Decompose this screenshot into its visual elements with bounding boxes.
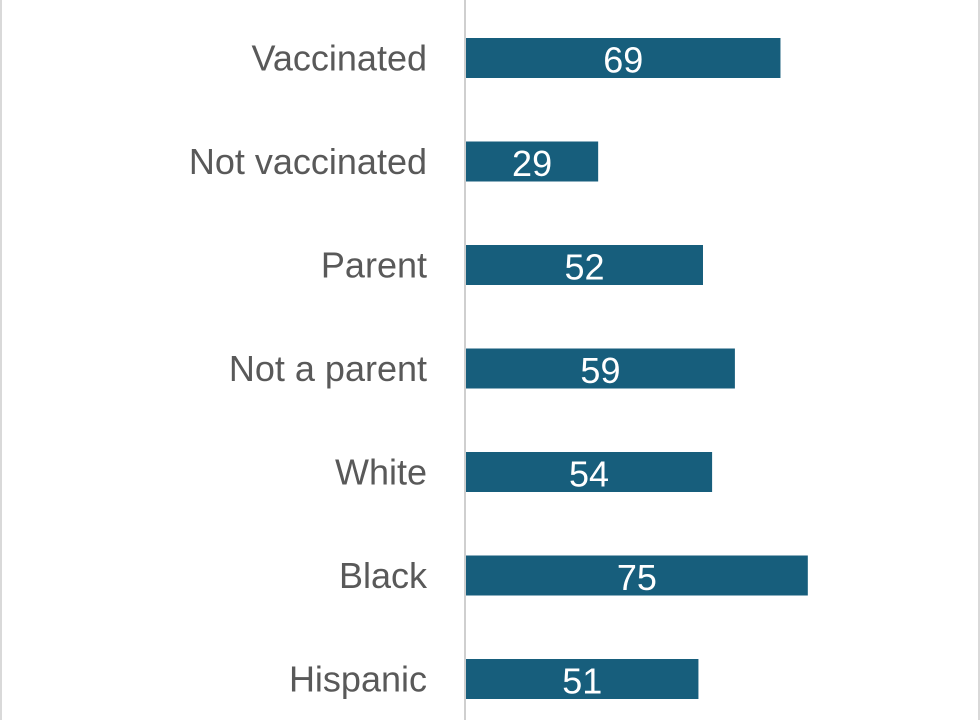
bar (466, 348, 735, 389)
category-label: Hispanic (289, 659, 427, 700)
bar-value-label: 75 (617, 557, 657, 598)
category-label: White (335, 452, 427, 493)
bar-value-label: 59 (580, 350, 620, 391)
bar (466, 141, 599, 182)
category-label: Parent (321, 245, 427, 286)
frame-right-border (978, 0, 980, 720)
category-label: Vaccinated (252, 38, 427, 79)
category-label: Black (339, 555, 428, 596)
bar (466, 555, 808, 596)
frame-left-border (0, 0, 2, 720)
bar-value-label: 52 (564, 247, 604, 288)
bar-value-label: 54 (569, 454, 609, 495)
bar-value-label: 69 (603, 40, 643, 81)
bar-value-label: 29 (512, 143, 552, 184)
bar-value-label: 51 (562, 661, 602, 702)
category-label: Not a parent (229, 348, 427, 389)
bar (466, 659, 699, 699)
category-label: Not vaccinated (189, 141, 427, 182)
bar (466, 452, 713, 492)
bar (466, 245, 703, 285)
bar (466, 38, 781, 78)
